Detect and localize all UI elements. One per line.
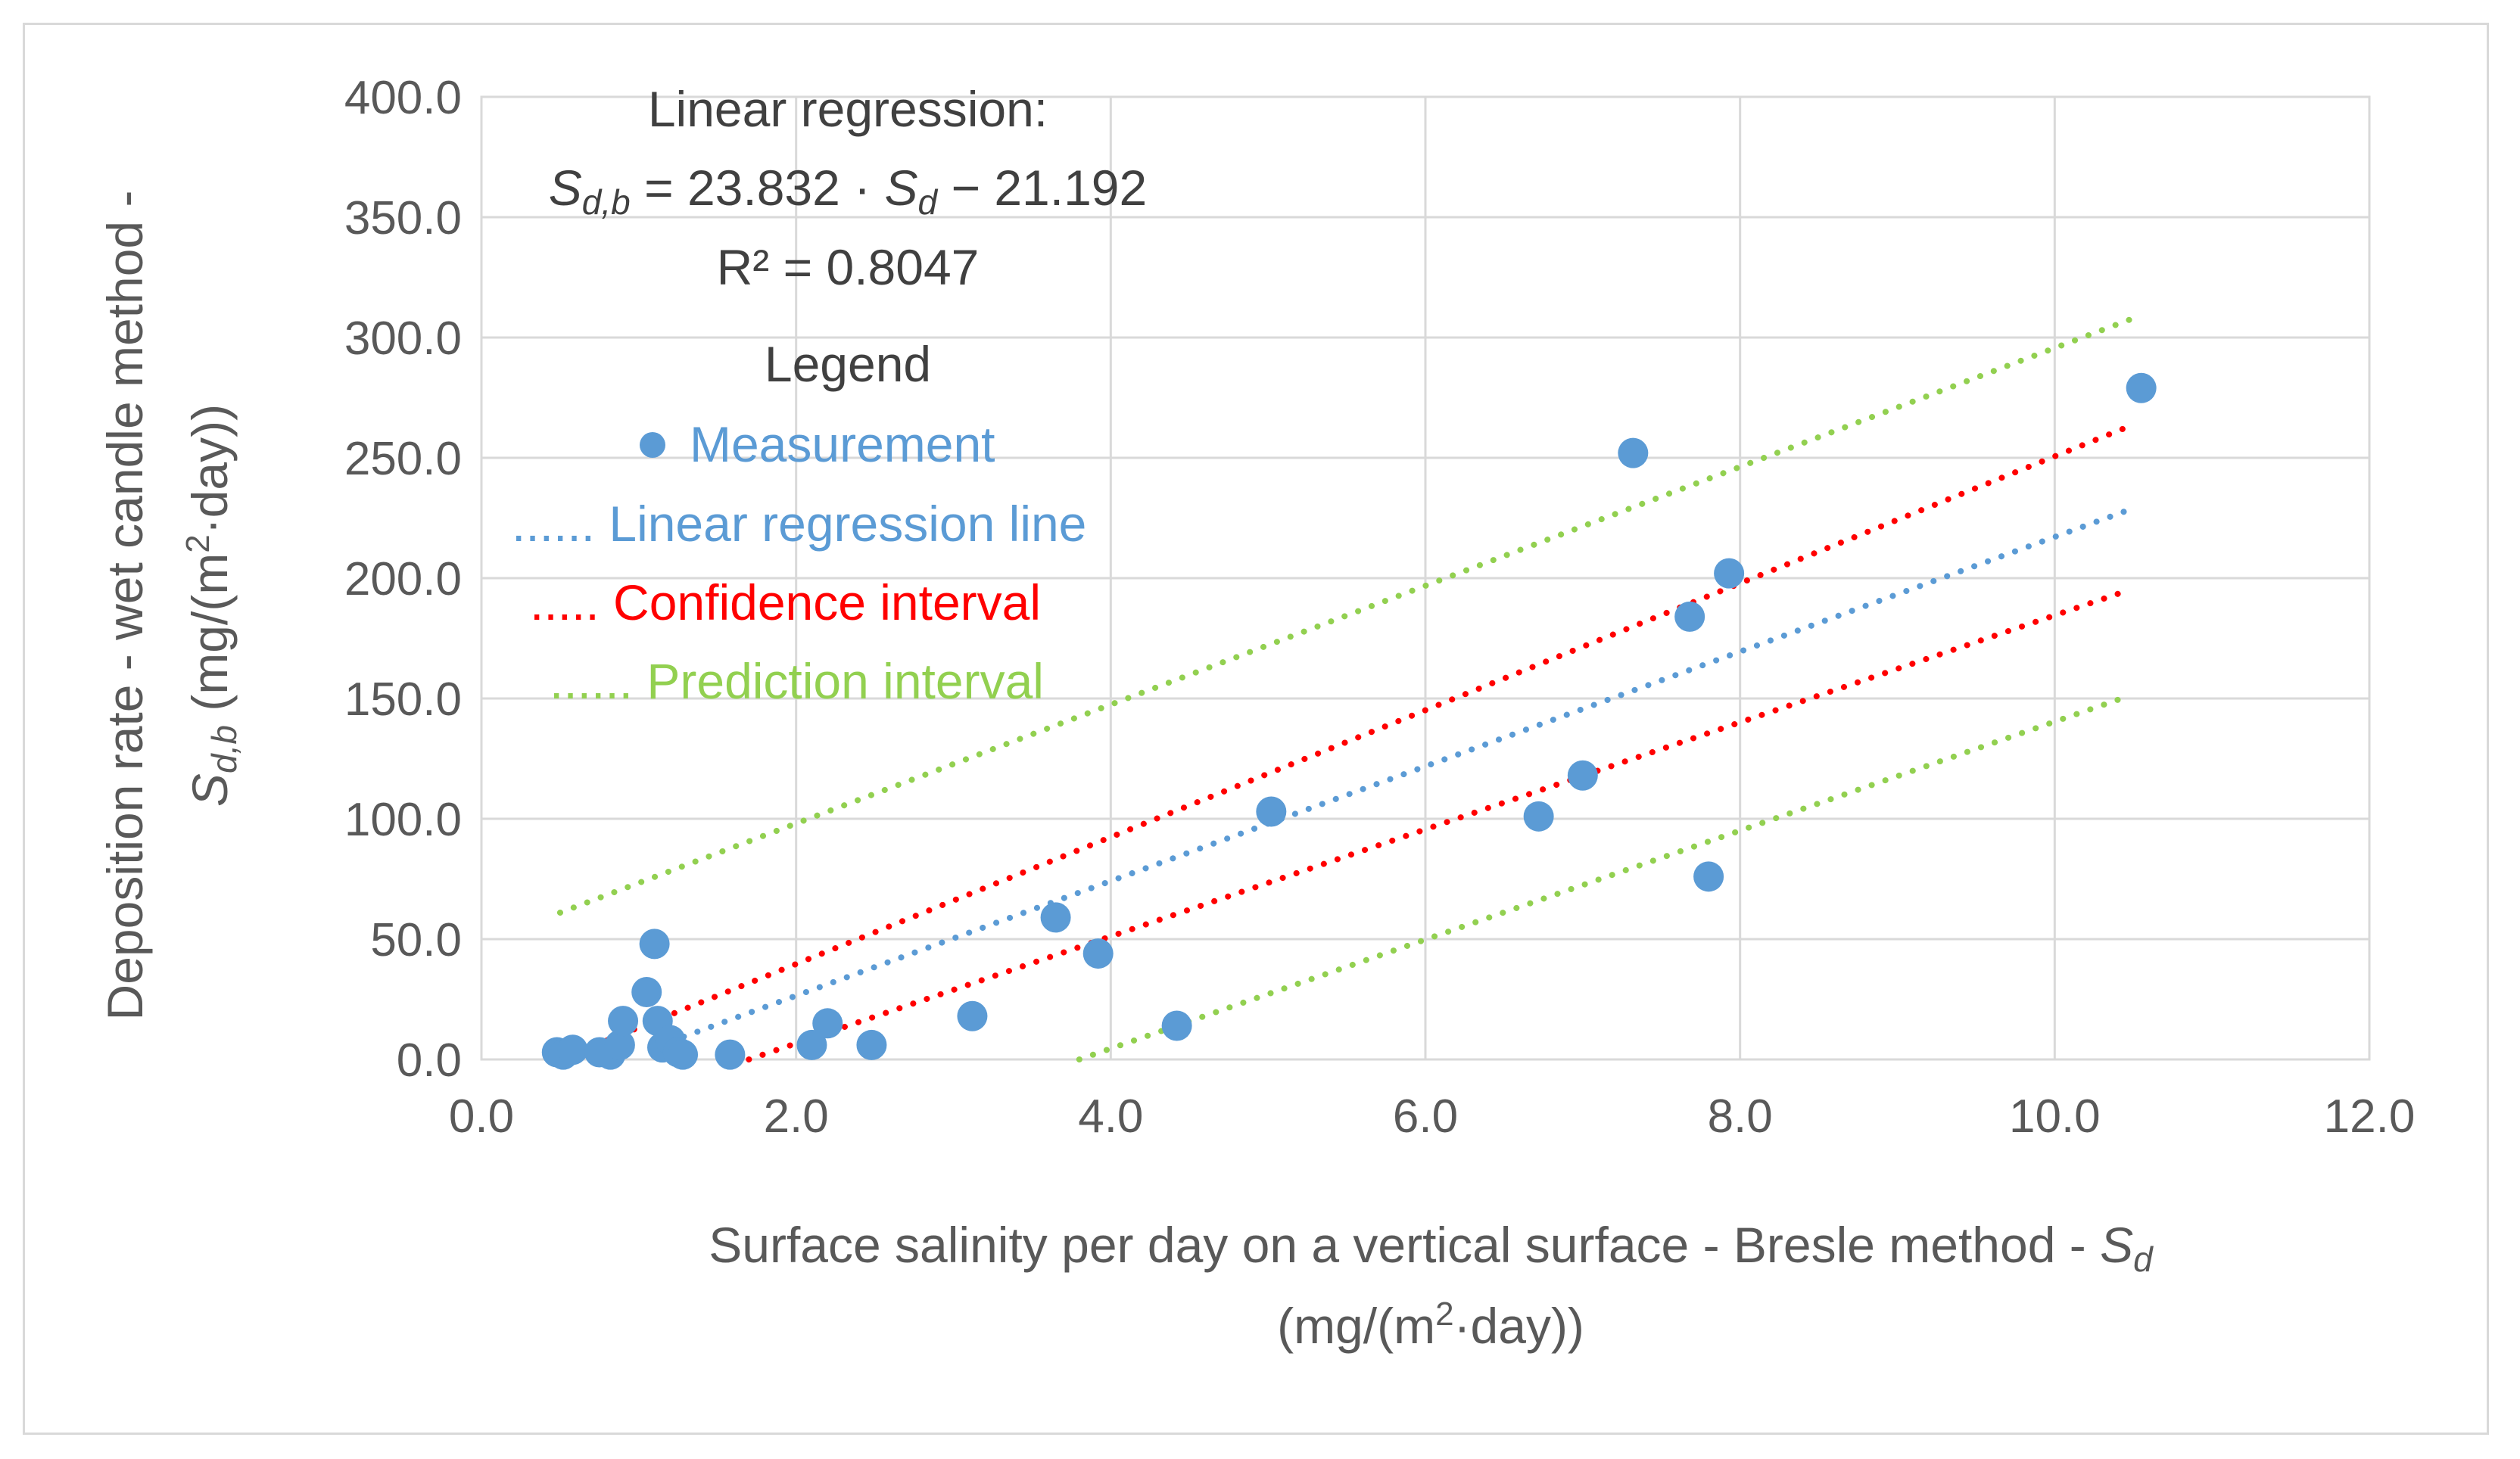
annotation-heading: Linear regression:: [648, 81, 1048, 137]
y-tick-label: 250.0: [344, 433, 462, 485]
grid-lines: [480, 95, 2371, 1061]
y-axis-title-line2: Sd,b (mg/(m2·day)): [179, 404, 244, 807]
x-tick-label: 12.0: [2324, 1090, 2416, 1143]
measurement-point: [1523, 801, 1554, 832]
measurement-point: [1567, 760, 1598, 791]
measurement-point: [608, 1006, 639, 1037]
x-tick-label: 10.0: [2009, 1090, 2101, 1143]
measurement-point: [1161, 1010, 1192, 1041]
legend-regression-line: ...... Linear regression line: [512, 496, 1086, 552]
prediction-interval-upper-line: [556, 315, 2137, 916]
confidence-interval-upper-line: [604, 423, 2132, 1044]
confidence-interval-lower-line: [746, 586, 2132, 1062]
measurement-point: [1674, 601, 1705, 632]
y-tick-label: 400.0: [344, 72, 462, 124]
measurement-point: [1618, 437, 1649, 468]
measurement-point: [1714, 558, 1745, 589]
y-tick-label: 0.0: [397, 1034, 462, 1087]
measurement-points: [541, 372, 2157, 1070]
measurement-point: [812, 1008, 843, 1039]
y-tick-label: 100.0: [344, 794, 462, 846]
measurement-point: [957, 1000, 988, 1031]
measurement-point: [1082, 938, 1114, 969]
measurement-point: [604, 1029, 635, 1060]
legend-title: Legend: [765, 336, 931, 392]
x-axis-title-line2: (mg/(m2·day)): [1277, 1296, 1584, 1354]
x-axis-title-line1: Surface salinity per day on a vertical s…: [709, 1217, 2154, 1279]
measurement-point: [557, 1034, 588, 1065]
measurement-point: [856, 1029, 887, 1060]
annotation-equation: Sd,b = 23.832 · Sd − 21.192: [549, 160, 1147, 222]
x-tick-label: 4.0: [1078, 1090, 1143, 1143]
chart-frame: [23, 23, 2489, 1435]
measurement-point: [1693, 861, 1724, 892]
measurement-point: [631, 976, 662, 1007]
x-tick-label: 8.0: [1708, 1090, 1773, 1143]
legend-confidence-interval: ..... Confidence interval: [530, 574, 1041, 630]
y-axis-title-line1: Deposition rate - wet candle method -: [97, 191, 153, 1021]
measurement-point: [715, 1039, 746, 1070]
annotation-r2: R² = 0.8047: [717, 239, 980, 295]
measurement-point: [639, 929, 670, 960]
y-tick-label: 150.0: [344, 674, 462, 726]
legend: Legend Measurement ...... Linear regress…: [512, 336, 1086, 709]
measurement-point: [2126, 372, 2157, 403]
x-tick-label: 2.0: [764, 1090, 829, 1143]
measurement-point: [1040, 902, 1071, 933]
legend-measurement-label: Measurement: [690, 416, 995, 472]
series-lines: [556, 315, 2137, 1062]
regression-annotation: Linear regression: Sd,b = 23.832 · Sd − …: [549, 81, 1147, 295]
x-tick-label: 6.0: [1393, 1090, 1458, 1143]
x-axis-ticks: 0.0 2.0 4.0 6.0 8.0 10.0 12.0: [449, 1090, 2415, 1143]
legend-prediction-interval: ...... Prediction interval: [550, 653, 1044, 709]
y-tick-label: 200.0: [344, 553, 462, 605]
legend-measurement-marker: [640, 432, 665, 458]
measurement-point: [796, 1029, 827, 1060]
x-tick-label: 0.0: [449, 1090, 514, 1143]
measurement-point: [1256, 796, 1287, 827]
y-tick-label: 50.0: [370, 914, 462, 966]
linear-regression-line-line: [667, 506, 2132, 1045]
y-axis-ticks: 0.0 50.0 100.0 150.0 200.0 250.0 300.0 350.0 400…: [344, 72, 462, 1087]
y-tick-label: 350.0: [344, 192, 462, 244]
measurement-point: [668, 1039, 699, 1070]
prediction-interval-lower-line: [1076, 692, 2132, 1062]
y-tick-label: 300.0: [344, 313, 462, 365]
